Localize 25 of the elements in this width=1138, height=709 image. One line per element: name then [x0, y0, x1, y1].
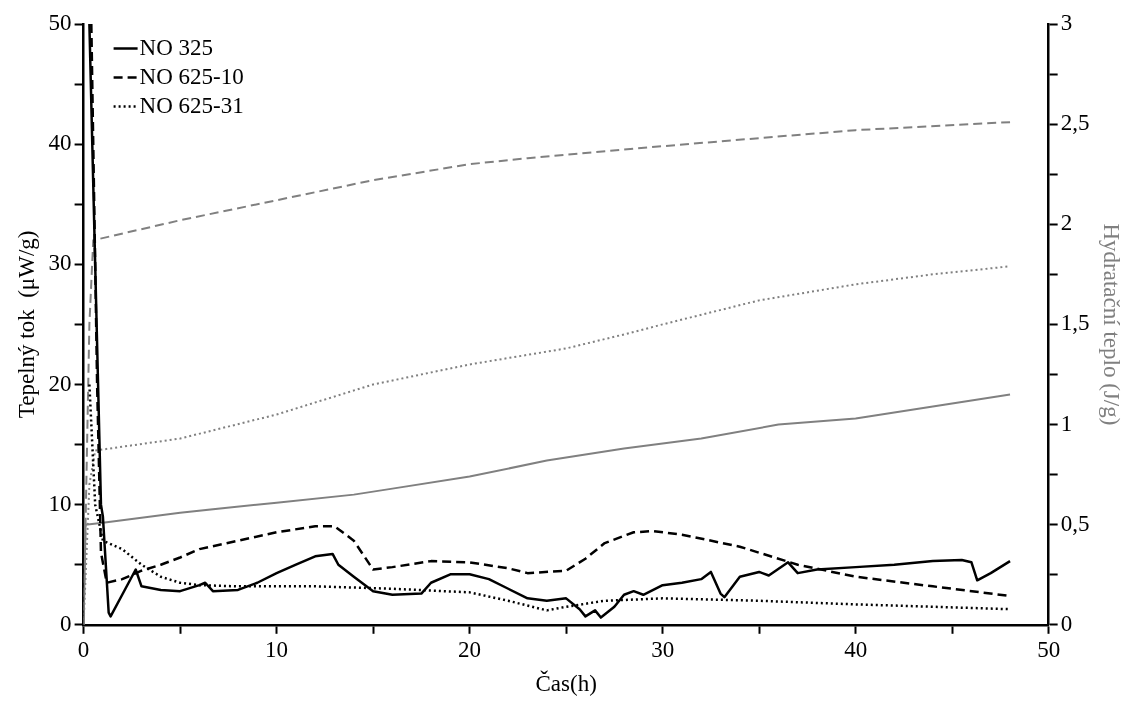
legend-label: NO 625-31 — [139, 92, 244, 118]
x-tick-label: 50 — [1037, 636, 1061, 662]
y2-tick-label: 1 — [1060, 410, 1073, 436]
y2-tick-label: 0 — [1060, 610, 1073, 636]
y-tick-label: 30 — [48, 250, 72, 276]
y2-tick-label: 3 — [1060, 10, 1073, 36]
legend-label: NO 625-10 — [139, 63, 244, 89]
x-tick-label: 20 — [458, 636, 482, 662]
y2-axis-title: Hydratační teplo (J/g) — [1099, 223, 1125, 426]
y-tick-label: 40 — [48, 130, 72, 156]
y-tick-label: 0 — [60, 610, 72, 636]
y-tick-label: 50 — [48, 10, 72, 36]
x-tick-label: 40 — [844, 636, 868, 662]
y-tick-label: 10 — [48, 490, 72, 516]
y-tick-label: 20 — [48, 370, 72, 396]
y2-tick-label: 0,5 — [1060, 510, 1090, 536]
y2-tick-label: 2,5 — [1060, 110, 1090, 136]
x-tick-label: 30 — [651, 636, 675, 662]
y2-tick-label: 2 — [1060, 210, 1073, 236]
x-tick-label: 0 — [77, 636, 90, 662]
y2-tick-label: 1,5 — [1060, 310, 1090, 336]
y-axis-title: Tepelný tok (μW/g) — [13, 230, 39, 419]
x-axis-title: Čas(h) — [535, 670, 597, 697]
x-tick-label: 10 — [265, 636, 289, 662]
legend-label: NO 325 — [139, 34, 214, 60]
